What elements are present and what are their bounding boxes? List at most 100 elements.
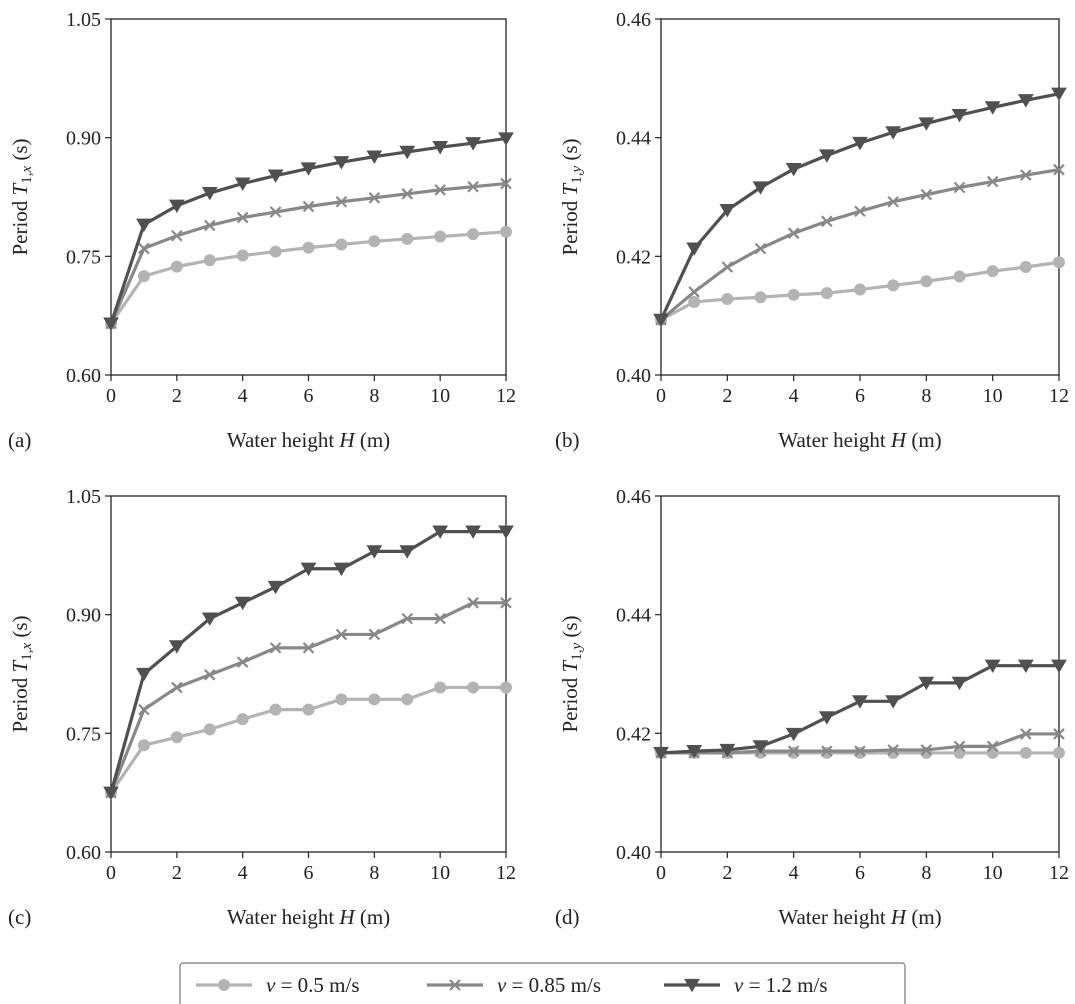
data-point: [787, 227, 800, 239]
y-axis-label: Period T1,y (s): [558, 615, 585, 732]
plot-frame: [660, 495, 1060, 853]
data-point: [986, 175, 999, 188]
data-point: [399, 545, 416, 559]
x-axis-label: Water height H (m): [778, 905, 941, 929]
legend: ν = 0.5 m/s ν = 0.85 m/s ν = 1.2 m/s: [179, 962, 906, 1004]
data-point: [500, 225, 512, 238]
y-tick-label: 0.75: [66, 246, 101, 268]
data-point: [168, 640, 185, 654]
x-tick-label: 4: [789, 862, 799, 884]
data-point: [335, 195, 348, 208]
x-axis-label: Water height H (m): [227, 428, 390, 452]
x-tick-label: 12: [496, 385, 516, 407]
data-point: [1053, 163, 1065, 176]
y-axis-label: Period T1,x (s): [8, 615, 35, 732]
data-point: [500, 177, 512, 190]
series-2: [105, 597, 512, 799]
data-point: [368, 192, 381, 204]
data-point: [267, 169, 284, 183]
data-point: [498, 132, 514, 146]
data-point: [852, 136, 868, 151]
data-point: [269, 206, 282, 218]
data-point: [300, 562, 317, 577]
x-tick-label: 6: [304, 385, 314, 407]
series-3: [103, 525, 514, 800]
panel-label: (d): [555, 905, 580, 929]
legend-label: ν = 1.2 m/s: [734, 973, 828, 997]
y-tick-label: 0.60: [66, 365, 101, 387]
series-3: [103, 132, 514, 331]
data-point: [465, 137, 481, 151]
x-tick-label: 8: [921, 385, 931, 407]
data-point: [1053, 728, 1065, 740]
data-point: [721, 293, 734, 306]
data-point: [170, 731, 183, 744]
data-point: [500, 597, 512, 609]
data-point: [754, 242, 767, 255]
x-tick-label: 10: [983, 385, 1003, 407]
data-point: [854, 746, 866, 759]
data-point: [302, 241, 315, 254]
data-point: [953, 270, 966, 283]
data-point: [688, 286, 700, 298]
x-tick-label: 6: [855, 862, 865, 884]
data-point: [821, 745, 833, 757]
data-point: [138, 703, 150, 716]
data-point: [787, 745, 800, 757]
data-point: [467, 681, 480, 694]
x-axis-label: Water height H (m): [778, 428, 941, 452]
data-point: [335, 238, 348, 251]
data-point: [1053, 256, 1065, 269]
data-point: [818, 711, 835, 725]
data-point: [366, 545, 383, 559]
data-point: [300, 162, 317, 176]
legend-entry-2: ν = 0.85 m/s: [427, 973, 601, 997]
x-tick-label: 2: [172, 862, 182, 884]
y-tick-label: 0.44: [616, 605, 651, 627]
data-point: [752, 740, 769, 754]
data-point: [366, 150, 383, 164]
data-point: [885, 126, 902, 140]
chart-panel-b: 0 2 4 6 8 10 12 0.40 0.42 0.44 0.46 Water height H …: [555, 9, 1069, 452]
data-point: [234, 177, 251, 191]
x-tick-label: 8: [369, 862, 379, 884]
data-point: [236, 249, 249, 262]
data-point: [203, 254, 216, 267]
x-tick-label: 0: [656, 385, 666, 407]
data-point: [465, 525, 481, 539]
plot-frame: [110, 495, 507, 853]
data-point: [467, 180, 479, 193]
data-point: [820, 287, 833, 300]
x-tick-label: 10: [983, 862, 1003, 884]
data-point: [852, 695, 868, 709]
x-tick-label: 6: [304, 862, 314, 884]
data-point: [653, 313, 669, 328]
data-point: [234, 596, 251, 611]
panel-label: (a): [8, 428, 31, 452]
y-tick-label: 0.40: [616, 365, 651, 387]
data-point: [920, 188, 933, 201]
data-point: [887, 195, 899, 208]
x-tick-label: 4: [238, 862, 248, 884]
data-point: [236, 656, 249, 668]
data-point: [302, 703, 315, 716]
data-point: [787, 746, 800, 759]
y-tick-label: 0.60: [66, 842, 101, 864]
data-point: [368, 235, 381, 248]
data-point: [953, 740, 966, 753]
data-point: [752, 181, 769, 195]
chart-panel-a: 0 2 4 6 8 10 12 0.60 0.75 0.90 1.05 Water height H …: [8, 9, 516, 452]
y-tick-label: 1.05: [66, 9, 101, 31]
x-tick-label: 8: [369, 385, 379, 407]
data-point: [854, 745, 866, 757]
data-point: [1053, 746, 1065, 759]
y-tick-label: 0.42: [616, 723, 651, 745]
x-tick-label: 12: [1049, 862, 1069, 884]
plot-frame: [660, 18, 1060, 376]
data-point: [401, 693, 414, 706]
y-axis-label: Period T1,x (s): [8, 138, 35, 255]
series-3: [653, 87, 1067, 328]
legend-box: [179, 962, 906, 1004]
data-point: [434, 612, 446, 625]
